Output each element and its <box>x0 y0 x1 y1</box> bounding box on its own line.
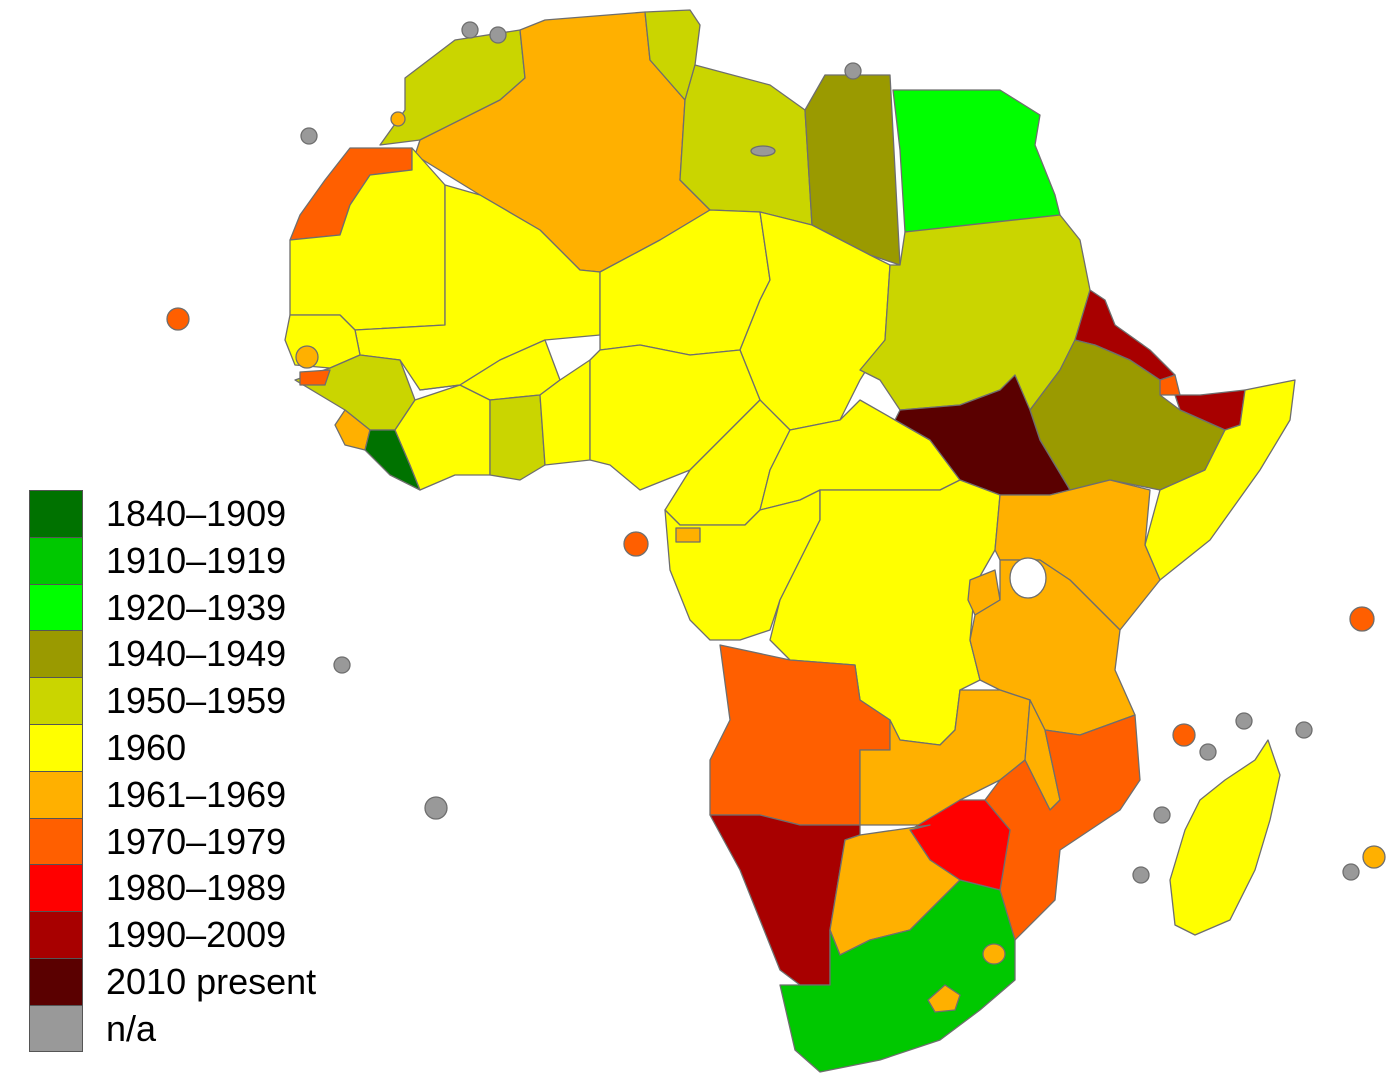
legend-label: 1940–1949 <box>106 633 287 675</box>
legend-swatch <box>29 911 83 958</box>
island-seychelles <box>1349 606 1375 632</box>
island-mauritius <box>1362 845 1386 869</box>
legend-label: 1840–1909 <box>106 493 287 534</box>
legend-label: 1961–1969 <box>106 773 287 815</box>
island-cape-verde <box>166 307 190 331</box>
island-madeira <box>390 111 406 127</box>
region-ghana <box>489 394 546 481</box>
island-comoros <box>1172 723 1196 747</box>
island-na-2 <box>1295 721 1313 739</box>
island-djerba <box>750 145 776 157</box>
legend-swatch <box>29 630 83 678</box>
region-guinea-bissau <box>299 369 331 386</box>
legend-swatch <box>29 957 83 1005</box>
region-equatorial-guinea <box>675 527 701 543</box>
legend-swatch <box>29 864 83 912</box>
island-ceuta <box>461 21 479 39</box>
region-eswatini <box>982 943 1006 965</box>
island-gambia <box>295 345 319 369</box>
island-canaries <box>300 127 318 145</box>
legend-swatch <box>29 583 83 631</box>
legend-swatch <box>29 817 83 865</box>
legend-swatch <box>29 536 83 584</box>
region-egypt <box>892 89 1061 233</box>
island-na-5 <box>1132 866 1150 884</box>
legend-swatch <box>29 723 83 771</box>
legend-label: 2010 present <box>106 960 317 1002</box>
region-madagascar <box>1169 739 1281 936</box>
region-sierra-leone <box>334 409 371 451</box>
region-lesotho <box>927 984 961 1013</box>
legend-label: n/a <box>106 1007 157 1049</box>
legend-swatch <box>29 1004 83 1052</box>
legend-label: 1960 <box>106 726 187 768</box>
legend-label: 1910–1919 <box>106 539 287 581</box>
lake-victoria <box>1009 557 1047 599</box>
island-na-3 <box>1199 743 1217 761</box>
island-sao-tome <box>623 531 649 557</box>
legend-swatch <box>29 490 83 537</box>
region-south-africa <box>779 879 1016 1073</box>
island-na-1 <box>1235 712 1253 730</box>
legend-label: 1970–1979 <box>106 820 287 862</box>
island-reunion <box>1342 863 1360 881</box>
legend-label: 1980–1989 <box>106 867 287 909</box>
legend-swatch <box>29 677 83 724</box>
legend-label: 1990–2009 <box>106 914 287 956</box>
legend-label: 1920–1939 <box>106 586 287 628</box>
island-na-4 <box>1153 806 1171 824</box>
island-melilla <box>489 26 507 44</box>
island-ascension <box>333 656 351 674</box>
legend-swatch <box>29 770 83 818</box>
island-malta <box>844 62 862 80</box>
legend-label: 1950–1959 <box>106 680 287 722</box>
island-st-helena <box>424 796 448 820</box>
